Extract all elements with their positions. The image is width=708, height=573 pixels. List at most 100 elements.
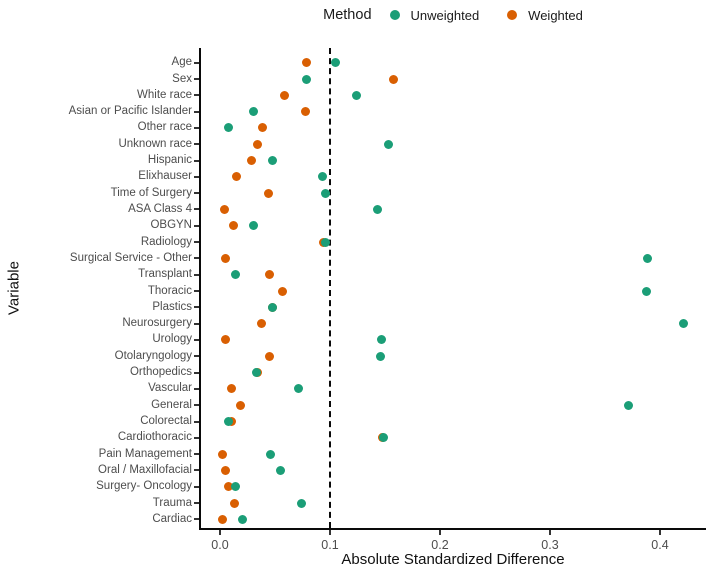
data-point-weighted [221, 335, 230, 345]
y-tick-label: Colorectal [140, 415, 192, 428]
data-point-unweighted [302, 74, 312, 84]
y-tick-mark [194, 453, 199, 456]
data-point-unweighted [268, 302, 278, 312]
y-tick-label: General [151, 398, 192, 411]
data-point-weighted [236, 400, 246, 410]
y-tick-label: White race [137, 88, 192, 101]
y-tick-label: Otolaryngology [114, 349, 192, 362]
y-tick-label: Age [171, 56, 192, 69]
data-point-unweighted [678, 319, 688, 329]
data-point-weighted [302, 58, 312, 68]
x-tick-label: 0.0 [211, 538, 229, 552]
data-point-unweighted [251, 368, 261, 378]
y-tick-label: Sex [172, 72, 192, 85]
data-point-unweighted [623, 400, 633, 410]
data-point-weighted [229, 498, 239, 508]
y-tick-mark [194, 94, 199, 97]
y-tick-mark [194, 322, 199, 325]
data-point-weighted [258, 123, 268, 133]
data-point-weighted [252, 139, 262, 149]
data-point-unweighted [224, 417, 234, 427]
data-point-weighted [217, 449, 227, 459]
data-point-weighted [221, 253, 230, 263]
legend-item-unweighted: Unweighted [389, 7, 480, 23]
data-point-weighted [219, 204, 229, 214]
y-tick-label: Urology [152, 333, 192, 346]
y-tick-mark [194, 175, 199, 178]
y-tick-mark [194, 126, 199, 129]
data-point-weighted [247, 156, 257, 166]
y-tick-label: Unknown race [118, 137, 192, 150]
data-point-weighted [232, 172, 241, 182]
y-tick-label: Cardiothoracic [117, 431, 192, 444]
y-tick-label: OBGYN [150, 219, 192, 232]
data-point-unweighted [377, 335, 387, 345]
y-tick-mark [194, 518, 199, 521]
y-tick-mark [194, 290, 199, 293]
x-axis-title: Absolute Standardized Difference [341, 551, 565, 568]
y-tick-label: Pain Management [98, 447, 192, 460]
y-tick-mark [194, 436, 199, 439]
data-point-weighted [217, 514, 227, 524]
x-tick-mark [549, 530, 551, 535]
y-tick-label: Transplant [138, 268, 192, 281]
data-point-unweighted [643, 253, 653, 263]
legend-item-label: Unweighted [410, 7, 480, 23]
data-point-weighted [280, 90, 290, 100]
y-tick-mark [194, 355, 199, 358]
data-point-weighted [265, 351, 274, 361]
y-tick-label: Trauma [152, 496, 192, 509]
y-tick-mark [194, 469, 199, 472]
reference-line [329, 48, 331, 528]
x-tick-label: 0.3 [541, 538, 559, 552]
data-point-unweighted [266, 449, 276, 459]
data-point-unweighted [331, 58, 340, 68]
x-tick-label: 0.4 [651, 538, 669, 552]
y-tick-label: Orthopedics [129, 366, 192, 379]
y-tick-mark [194, 273, 199, 276]
y-tick-label: ASA Class 4 [128, 202, 192, 215]
data-point-weighted [278, 286, 288, 296]
y-tick-label: Hispanic [147, 154, 192, 167]
data-point-unweighted [268, 156, 278, 166]
data-point-unweighted [317, 172, 327, 182]
y-tick-label: Time of Surgery [110, 186, 192, 199]
legend: Method Unweighted Weighted [200, 2, 706, 28]
weighted-dot-icon [507, 10, 518, 20]
y-tick-label: Radiology [140, 235, 192, 248]
x-axis-line [199, 528, 706, 530]
data-point-weighted [221, 465, 230, 475]
y-tick-label: Other race [137, 121, 192, 134]
x-tick-mark [329, 530, 331, 535]
y-tick-mark [194, 420, 199, 423]
y-tick-mark [194, 61, 199, 64]
data-point-weighted [257, 319, 267, 329]
x-tick-mark [439, 530, 441, 535]
y-tick-label: Elixhauser [138, 170, 192, 183]
y-tick-label: Oral / Maxillofacial [98, 463, 192, 476]
data-point-unweighted [248, 107, 258, 117]
data-point-weighted [263, 188, 273, 198]
y-tick-mark [194, 241, 199, 244]
y-tick-mark [194, 224, 199, 227]
y-tick-mark [194, 338, 199, 341]
plot-panel [200, 48, 706, 528]
x-tick-mark [659, 530, 661, 535]
y-tick-mark [194, 192, 199, 195]
x-tick-mark [219, 530, 221, 535]
data-point-unweighted [383, 139, 393, 149]
data-point-weighted [301, 107, 311, 117]
y-tick-mark [194, 143, 199, 146]
unweighted-dot-icon [389, 10, 400, 20]
y-tick-label: Surgery- Oncology [96, 480, 192, 493]
y-tick-mark [194, 485, 199, 488]
data-point-unweighted [230, 482, 240, 492]
data-point-unweighted [379, 433, 389, 443]
data-point-unweighted [276, 465, 285, 475]
legend-title: Method [323, 7, 372, 23]
y-tick-label: Asian or Pacific Islander [68, 105, 192, 118]
y-tick-mark [194, 306, 199, 309]
data-point-weighted [226, 384, 236, 394]
data-point-unweighted [296, 498, 306, 508]
